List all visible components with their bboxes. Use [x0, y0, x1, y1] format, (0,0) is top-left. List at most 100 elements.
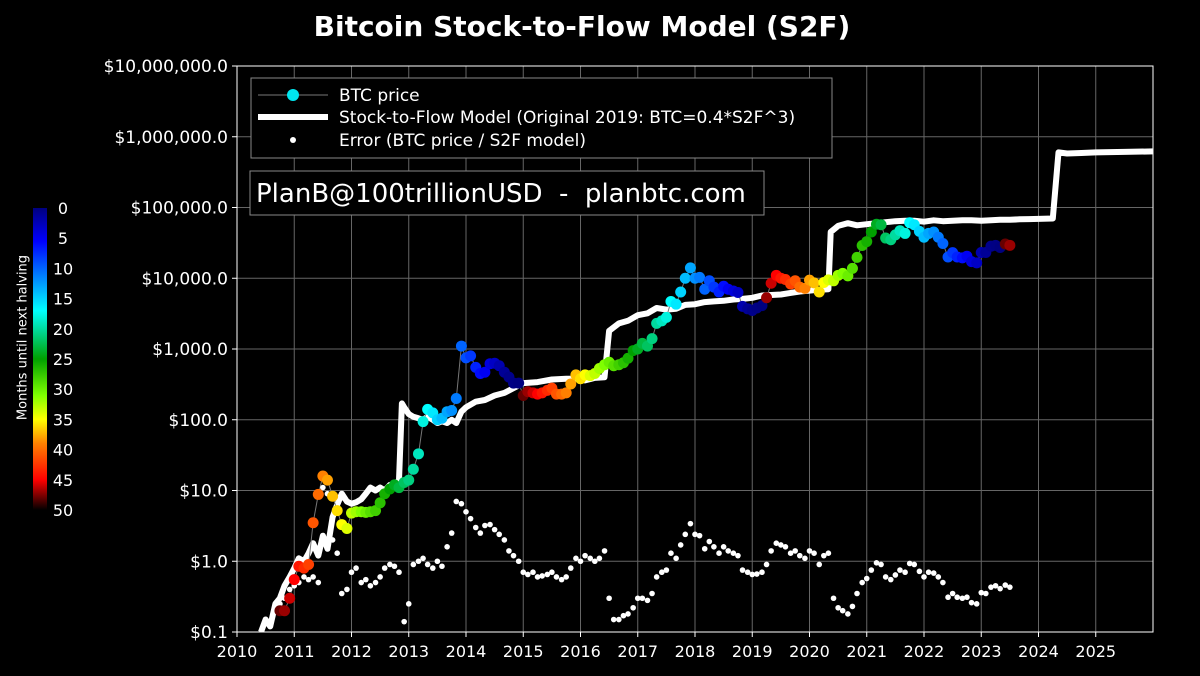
error-point: [606, 595, 612, 602]
error-point: [358, 579, 365, 586]
error-point: [320, 484, 326, 491]
btc-price-point: [407, 463, 419, 475]
error-point: [439, 563, 445, 570]
x-tick-label: 2016: [560, 642, 601, 661]
error-point: [405, 601, 412, 607]
btc-price-point: [684, 262, 696, 274]
error-point: [873, 560, 880, 566]
error-point: [725, 548, 732, 554]
error-point: [778, 542, 784, 548]
error-point: [553, 574, 560, 580]
error-point: [453, 498, 460, 505]
error-point: [768, 548, 774, 554]
error-point: [978, 589, 985, 596]
error-point: [701, 545, 708, 552]
error-point: [310, 574, 316, 580]
colorbar-tick-label: 10: [53, 259, 73, 278]
legend-error-label: Error (BTC price / S2F model): [339, 131, 586, 151]
chart-title: Bitcoin Stock-to-Flow Model (S2F): [313, 10, 851, 43]
error-point: [916, 568, 923, 575]
y-tick-label: $10,000.0: [141, 269, 228, 289]
error-point: [472, 524, 479, 531]
error-point: [286, 586, 293, 593]
error-point: [925, 569, 932, 576]
btc-price-point: [861, 236, 873, 248]
error-point: [959, 595, 966, 602]
error-point: [763, 561, 770, 568]
btc-price-point: [937, 237, 949, 249]
error-point: [592, 558, 598, 565]
x-tick-label: 2023: [961, 642, 1002, 661]
error-point: [424, 561, 431, 568]
error-point: [377, 574, 383, 580]
error-point: [906, 560, 913, 567]
y-tick-label: $100,000.0: [131, 199, 228, 219]
error-point: [563, 574, 569, 580]
error-point: [902, 569, 908, 576]
error-point: [444, 544, 450, 550]
btc-price-point: [565, 378, 577, 390]
error-point: [863, 575, 870, 582]
btc-price-point: [331, 505, 343, 517]
error-point: [653, 574, 660, 580]
error-point: [367, 582, 374, 589]
colorbar-ticks: 0 5 10 15 20 25 30 35 40 45 50: [53, 199, 73, 520]
x-tick-label: 2024: [1018, 642, 1059, 661]
btc-price-point: [679, 272, 691, 284]
error-point: [634, 595, 641, 602]
error-point: [1007, 584, 1013, 590]
error-point: [673, 555, 679, 562]
error-point: [338, 590, 345, 597]
btc-price-point: [865, 226, 877, 238]
error-point: [739, 567, 746, 573]
error-point: [601, 548, 608, 554]
error-point: [792, 548, 798, 554]
btc-price-point: [660, 311, 672, 323]
error-point: [353, 565, 359, 571]
colorbar-tick-label: 50: [53, 501, 73, 520]
colorbar-tick-label: 35: [53, 410, 73, 429]
x-axis: 2010 2011 2012 2013 2014 2015 2016 2017 2018 2019…: [217, 632, 1116, 661]
btc-price-point: [560, 387, 572, 399]
error-point: [334, 550, 340, 556]
y-tick-label: $0.1: [190, 623, 228, 643]
error-point: [787, 550, 794, 556]
colorbar-tick-label: 0: [58, 199, 68, 218]
btc-price-point: [732, 286, 744, 298]
btc-price-point: [875, 219, 887, 231]
btc-price-point: [327, 490, 339, 502]
error-point: [277, 601, 283, 607]
error-point: [911, 561, 918, 568]
error-point: [491, 526, 498, 533]
error-point: [854, 590, 860, 597]
error-point: [663, 567, 670, 573]
legend-btc-marker: [287, 89, 299, 101]
btc-price-point: [303, 558, 315, 570]
x-tick-label: 2014: [446, 642, 487, 661]
btc-price-point: [288, 574, 300, 586]
error-point: [835, 604, 841, 611]
x-tick-label: 2017: [617, 642, 658, 661]
error-point: [530, 569, 536, 576]
legend-model-label: Stock-to-Flow Model (Original 2019: BTC=…: [339, 108, 795, 128]
btc-price-point: [851, 251, 863, 263]
colorbar-tick-label: 25: [53, 350, 73, 369]
error-point: [649, 590, 655, 597]
error-point: [759, 569, 765, 576]
error-point: [539, 573, 545, 579]
btc-price-point: [284, 592, 296, 604]
error-point: [921, 574, 927, 580]
error-point: [625, 611, 631, 617]
error-point: [773, 540, 780, 546]
legend-error-marker: [290, 137, 296, 143]
y-tick-label: $1.0: [190, 552, 228, 572]
error-point: [458, 500, 465, 507]
error-point: [515, 558, 522, 565]
error-point: [682, 531, 689, 538]
error-point: [463, 508, 469, 515]
error-point: [849, 603, 856, 610]
error-point: [305, 576, 312, 583]
error-point: [567, 565, 574, 571]
y-tick-label: $10.0: [179, 482, 228, 502]
error-point: [825, 550, 832, 556]
